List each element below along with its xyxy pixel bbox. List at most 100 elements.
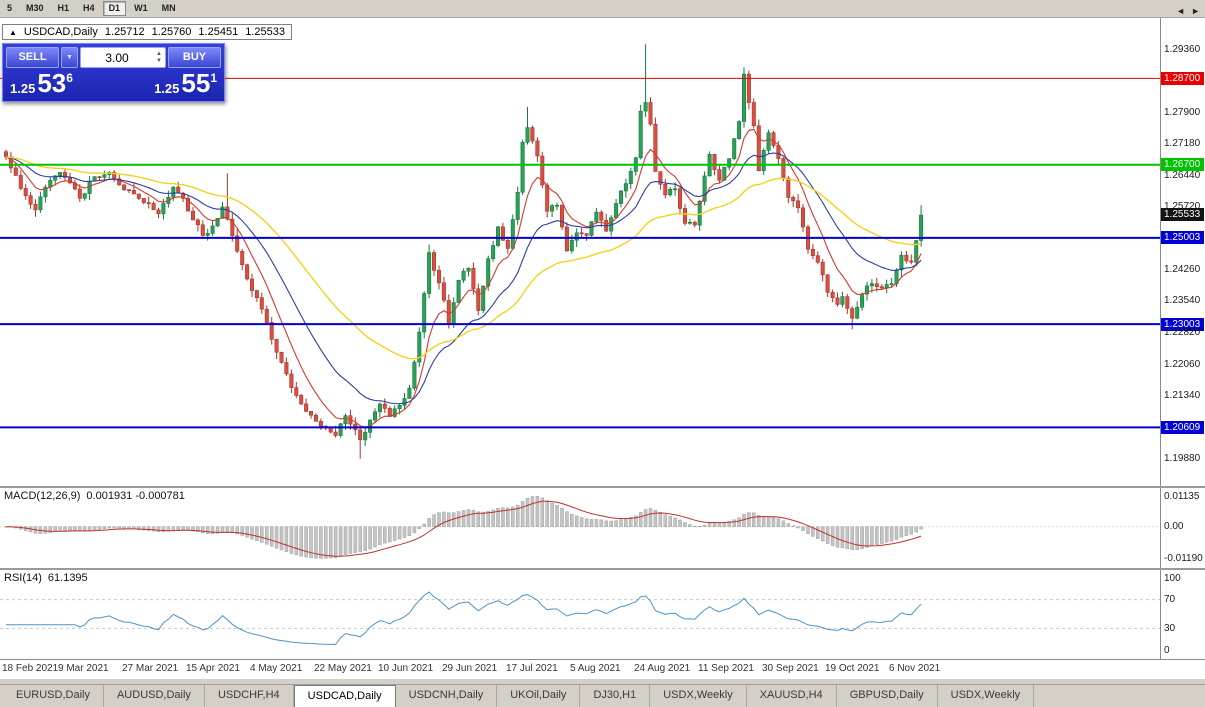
price-level-badge: 1.28700 [1161, 72, 1204, 85]
time-axis-tick: 17 Jul 2021 [506, 663, 558, 674]
panel-splitter[interactable] [0, 568, 1205, 570]
time-axis-tick: 22 May 2021 [314, 663, 372, 674]
rsi-panel[interactable]: RSI(14) 61.1395 [0, 570, 1160, 659]
one-click-trading-panel: SELL ▼ ▲ ▼ BUY 1.25 53 6 1.2 [2, 43, 225, 102]
timeframe-button-h4[interactable]: H4 [83, 3, 95, 13]
volume-dropdown-icon[interactable]: ▼ [61, 47, 78, 68]
timeframe-button-mn[interactable]: MN [161, 3, 176, 13]
sell-button[interactable]: SELL [6, 47, 59, 68]
chart-tab-eurusd-daily[interactable]: EURUSD,Daily [3, 685, 104, 707]
time-axis-tick: 10 Jun 2021 [378, 663, 434, 674]
one-click-collapse-icon[interactable]: ▲ [9, 27, 17, 37]
price-level-badge: 1.25533 [1161, 208, 1204, 221]
price-axis-tick: 1.27180 [1164, 138, 1201, 149]
volume-input[interactable] [81, 50, 153, 65]
rsi-axis-tick: 100 [1164, 573, 1181, 584]
bid-price-prefix: 1.25 [10, 81, 36, 96]
rsi-axis-tick: 30 [1164, 623, 1176, 634]
time-axis-tick: 9 Mar 2021 [58, 663, 109, 674]
ohlc-high: 1.25760 [151, 26, 192, 38]
volume-control: ▲ ▼ [80, 47, 166, 68]
time-axis[interactable]: 18 Feb 2021 9 Mar 2021 27 Mar 2021 15 Apr 2… [0, 659, 1205, 679]
chart-tab-usdx-weekly[interactable]: USDX,Weekly [650, 685, 747, 707]
time-axis-tick: 11 Sep 2021 [698, 663, 754, 674]
ohlc-info-box: ▲ USDCAD,Daily 1.25712 1.25760 1.25451 1… [2, 24, 292, 40]
rsi-label: RSI(14) 61.1395 [4, 572, 94, 584]
price-level-badge: 1.26700 [1161, 158, 1204, 171]
macd-axis-tick: 0.01135 [1164, 491, 1200, 502]
buy-button[interactable]: BUY [168, 47, 221, 68]
time-axis-tick: 18 Feb 2021 [2, 663, 59, 674]
macd-indicator-name: MACD(12,26,9) [4, 490, 81, 502]
tab-scroll-left-icon[interactable]: ◄ [1176, 6, 1186, 16]
chart-tab-bar: EURUSD,Daily AUDUSD,Daily USDCHF,H4 USDCAD,… [0, 684, 1205, 707]
price-axis-tick: 1.25720 [1164, 201, 1201, 212]
chart-tab-usdchf-h4[interactable]: USDCHF,H4 [205, 685, 294, 707]
price-level-badge: 1.23003 [1161, 318, 1204, 331]
macd-chart-canvas[interactable] [0, 488, 1160, 568]
price-axis-tick: 1.23540 [1164, 295, 1201, 306]
bid-price-big: 53 [37, 68, 67, 98]
time-axis-tick: 4 May 2021 [250, 663, 303, 674]
chart-tab-gbpusd-daily[interactable]: GBPUSD,Daily [837, 685, 938, 707]
price-chart-canvas[interactable] [0, 18, 1160, 486]
volume-spinner[interactable]: ▲ ▼ [153, 51, 165, 65]
spinner-up-icon[interactable]: ▲ [156, 50, 162, 57]
chart-tab-ukoil-daily[interactable]: UKOil,Daily [497, 685, 581, 707]
timeframe-button-m30[interactable]: M30 [26, 3, 44, 13]
macd-axis[interactable]: 0.01135 0.00 -0.01190 [1160, 488, 1205, 568]
timeframe-button-5[interactable]: 5 [7, 3, 13, 13]
timeframe-button-d1[interactable]: D1 [102, 1, 127, 16]
price-chart-panel[interactable]: ▲ USDCAD,Daily 1.25712 1.25760 1.25451 1… [0, 18, 1160, 486]
macd-indicator-values: 0.001931 -0.000781 [86, 490, 185, 502]
ohlc-open: 1.25712 [104, 26, 145, 38]
spinner-down-icon[interactable]: ▼ [156, 57, 162, 64]
timeframe-button-w1[interactable]: W1 [134, 3, 148, 13]
bid-price[interactable]: 1.25 53 6 [10, 70, 73, 97]
price-level-badge: 1.20609 [1161, 421, 1204, 434]
macd-label: MACD(12,26,9) 0.001931 -0.000781 [4, 490, 191, 502]
chart-tab-xauusd-h4[interactable]: XAUUSD,H4 [747, 685, 837, 707]
ohlc-close: 1.25533 [245, 26, 285, 38]
time-axis-tick: 27 Mar 2021 [122, 663, 179, 674]
tab-scroll-right-icon[interactable]: ► [1191, 6, 1200, 16]
chart-tab-usdcnh-daily[interactable]: USDCNH,Daily [396, 685, 498, 707]
ask-price-pip: 1 [210, 71, 217, 85]
macd-panel[interactable]: MACD(12,26,9) 0.001931 -0.000781 [0, 488, 1160, 568]
rsi-axis[interactable]: 100 70 30 0 [1160, 570, 1205, 659]
chart-tab-usdx-weekly[interactable]: USDX,Weekly [938, 685, 1035, 707]
ask-price-big: 55 [181, 68, 211, 98]
rsi-axis-tick: 0 [1164, 645, 1170, 656]
chart-symbol-label: USDCAD,Daily [23, 26, 98, 38]
macd-axis-tick: 0.00 [1164, 521, 1184, 532]
macd-axis-tick: -0.01190 [1164, 553, 1203, 564]
price-axis-tick: 1.19880 [1164, 453, 1201, 464]
time-axis-tick: 29 Jun 2021 [442, 663, 498, 674]
rsi-axis-tick: 70 [1164, 594, 1176, 605]
time-axis-tick: 24 Aug 2021 [634, 663, 691, 674]
time-axis-tick: 5 Aug 2021 [570, 663, 621, 674]
price-axis[interactable]: 1.29360 1.28700 1.27900 1.27180 1.26700 1.264… [1160, 18, 1205, 486]
rsi-chart-canvas[interactable] [0, 570, 1160, 659]
panel-splitter[interactable] [0, 486, 1205, 488]
time-axis-tick: 6 Nov 2021 [889, 663, 941, 674]
price-axis-tick: 1.22820 [1164, 327, 1201, 338]
price-axis-tick: 1.29360 [1164, 44, 1201, 55]
rsi-indicator-value: 61.1395 [47, 572, 88, 584]
ask-price-prefix: 1.25 [154, 81, 180, 96]
timeframe-button-h1[interactable]: H1 [57, 3, 70, 13]
ohlc-low: 1.25451 [198, 26, 239, 38]
tab-scroll-arrows: ◄ ► [1176, 6, 1200, 16]
time-axis-tick: 15 Apr 2021 [186, 663, 240, 674]
ask-price[interactable]: 1.25 55 1 [154, 70, 217, 97]
price-axis-tick: 1.26440 [1164, 170, 1201, 181]
bid-price-pip: 6 [66, 71, 73, 85]
timeframe-toolbar: 5 M30 H1 H4 D1 W1 MN [0, 0, 1205, 18]
chart-tab-usdcad-daily[interactable]: USDCAD,Daily [293, 685, 396, 707]
price-level-badge: 1.25003 [1161, 231, 1204, 244]
chart-tab-audusd-daily[interactable]: AUDUSD,Daily [104, 685, 205, 707]
price-axis-tick: 1.27900 [1164, 107, 1201, 118]
chart-tab-dj30-h1[interactable]: DJ30,H1 [580, 685, 651, 707]
price-axis-tick: 1.24260 [1164, 264, 1201, 275]
